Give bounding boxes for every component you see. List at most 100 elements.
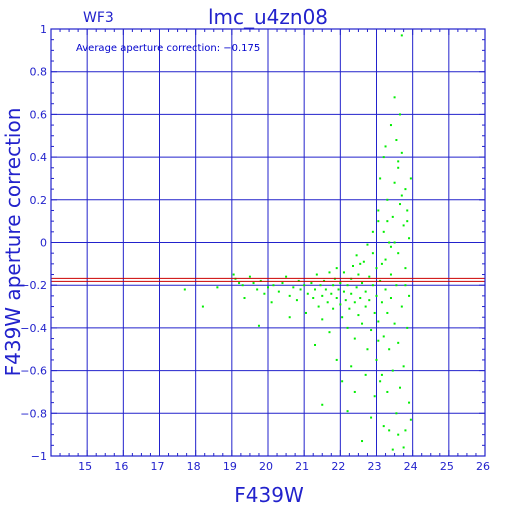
data-point: [321, 294, 324, 297]
average-annotation: Average aperture correction: −0.175: [76, 43, 260, 54]
x-tick-label: 21: [295, 460, 309, 473]
y-tick-label: −1: [31, 450, 47, 463]
y-tick-label: 0.4: [30, 151, 48, 164]
data-point: [335, 358, 338, 361]
data-point: [348, 307, 351, 310]
data-point: [359, 262, 362, 265]
data-point: [397, 433, 400, 436]
data-point: [402, 365, 405, 368]
data-point: [339, 282, 342, 285]
data-point: [400, 305, 403, 308]
data-point: [386, 390, 389, 393]
data-point: [328, 271, 331, 274]
x-tick-label: 20: [259, 460, 273, 473]
data-point: [232, 273, 235, 276]
x-tick-label: 22: [331, 460, 345, 473]
data-point: [386, 198, 389, 201]
data-point: [408, 294, 411, 297]
y-tick-label: 0.6: [30, 108, 48, 121]
data-point: [304, 311, 307, 314]
data-point: [397, 160, 400, 163]
data-point: [366, 348, 369, 351]
data-point: [368, 275, 371, 278]
data-point: [362, 260, 365, 263]
data-point: [288, 316, 291, 319]
data-point: [388, 429, 391, 432]
data-point: [389, 124, 392, 127]
panel-label: WF3: [83, 10, 114, 26]
x-tick-label: 17: [151, 460, 165, 473]
data-point: [384, 258, 387, 261]
data-point: [317, 305, 320, 308]
x-tick-label: 19: [223, 460, 237, 473]
data-point: [292, 286, 295, 289]
data-point: [379, 380, 382, 383]
data-point: [373, 311, 376, 314]
data-point: [332, 307, 335, 310]
data-point: [252, 282, 255, 285]
data-point: [377, 339, 380, 342]
data-point: [285, 275, 288, 278]
data-point: [248, 275, 251, 278]
data-point: [355, 286, 358, 289]
data-point: [404, 267, 407, 270]
x-tick-label: 15: [78, 460, 92, 473]
data-point: [402, 446, 405, 449]
data-point: [216, 286, 219, 289]
tick-labels-layer: 15 16 17 18 19 20 21 22 23 24 25 26 −1 −0.8 −0.6 −0.4 −0…: [20, 23, 490, 473]
chart-title: lmc_u4zn08: [208, 5, 328, 29]
data-point: [389, 273, 392, 276]
data-point: [339, 303, 342, 306]
data-point: [400, 194, 403, 197]
data-point: [370, 416, 373, 419]
y-tick-label: 0: [40, 237, 47, 250]
data-point: [324, 288, 327, 291]
data-point: [404, 188, 407, 191]
data-point: [201, 305, 204, 308]
data-point: [364, 290, 367, 293]
data-point: [377, 209, 380, 212]
data-point: [361, 440, 364, 443]
data-point: [380, 262, 383, 265]
data-point: [319, 284, 322, 287]
x-tick-label: 25: [440, 460, 454, 473]
data-point: [312, 297, 315, 300]
y-tick-label: 1: [40, 23, 47, 36]
data-point: [373, 395, 376, 398]
data-point: [399, 113, 402, 116]
data-point: [238, 282, 241, 285]
data-point: [371, 284, 374, 287]
data-point: [364, 305, 367, 308]
data-point: [377, 320, 380, 323]
data-point: [353, 390, 356, 393]
data-point: [359, 297, 362, 300]
x-tick-label: 23: [368, 460, 382, 473]
plot-frame: [50, 28, 486, 457]
data-point: [281, 282, 284, 285]
data-point: [384, 288, 387, 291]
data-point: [357, 314, 360, 317]
data-point: [404, 284, 407, 287]
data-point: [391, 369, 394, 372]
data-point: [332, 284, 335, 287]
data-point: [382, 335, 385, 338]
data-point: [183, 288, 186, 291]
data-point: [391, 448, 394, 451]
grid-layer: [51, 28, 486, 457]
data-point: [389, 245, 392, 248]
data-point: [375, 267, 378, 270]
data-point: [388, 241, 391, 244]
data-point: [355, 254, 358, 257]
data-point: [263, 292, 266, 295]
data-point: [342, 271, 345, 274]
data-point: [267, 286, 269, 289]
data-point: [330, 292, 333, 295]
data-point: [337, 288, 340, 291]
data-point: [404, 429, 407, 432]
data-point: [366, 243, 369, 246]
data-point: [306, 292, 309, 295]
data-point: [395, 139, 398, 142]
data-point: [321, 318, 324, 321]
data-point: [335, 297, 338, 300]
data-point: [399, 203, 402, 206]
